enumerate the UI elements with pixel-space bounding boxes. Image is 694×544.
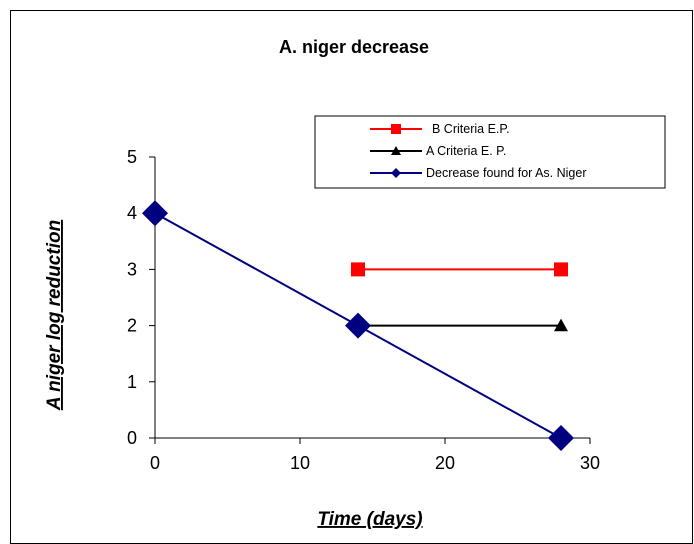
triangle-marker: [391, 146, 401, 155]
y-axis-label: A niger log reduction: [44, 220, 65, 411]
square-marker: [391, 124, 401, 134]
x-tick-label: 30: [580, 453, 600, 473]
legend-items: B Criteria E.P. A Criteria E. P. Decrease …: [370, 122, 587, 180]
plot-area: 0 1 2 3 4 5 0 10 20 30: [127, 147, 600, 473]
diamond-marker: [345, 312, 371, 339]
series-layer: [142, 200, 574, 451]
chart-area: [10, 10, 693, 544]
legend-item: B Criteria E.P.: [370, 122, 510, 136]
legend-label: B Criteria E.P.: [432, 122, 510, 136]
chart-title: A. niger decrease: [279, 37, 429, 57]
y-tick-label: 1: [127, 372, 137, 392]
legend-item: Decrease found for As. Niger: [370, 166, 587, 180]
x-tick-label: 20: [435, 453, 455, 473]
legend-label: A Criteria E. P.: [426, 144, 506, 158]
square-marker: [351, 262, 365, 277]
y-tick-label: 2: [127, 316, 137, 336]
y-ticks: 0 1 2 3 4 5: [127, 147, 155, 448]
legend: B Criteria E.P. A Criteria E. P. Decrease …: [314, 115, 666, 189]
x-axis-label: Time (days): [317, 509, 422, 530]
triangle-marker: [554, 318, 568, 332]
series-group: [142, 200, 574, 451]
series-group: [351, 318, 568, 332]
diamond-marker: [142, 200, 168, 227]
diamond-marker: [391, 168, 401, 178]
series-group: [351, 262, 568, 277]
y-tick-label: 4: [127, 203, 137, 223]
y-tick-label: 3: [127, 259, 137, 279]
x-tick-label: 0: [150, 453, 160, 473]
y-tick-label: 0: [127, 428, 137, 448]
diamond-marker: [548, 425, 574, 451]
legend-label: Decrease found for As. Niger: [426, 166, 587, 180]
y-tick-label: 5: [127, 147, 137, 167]
x-tick-label: 10: [290, 453, 310, 473]
legend-item: A Criteria E. P.: [370, 144, 506, 158]
x-ticks: 0 10 20 30: [150, 438, 600, 473]
square-marker: [554, 262, 568, 277]
